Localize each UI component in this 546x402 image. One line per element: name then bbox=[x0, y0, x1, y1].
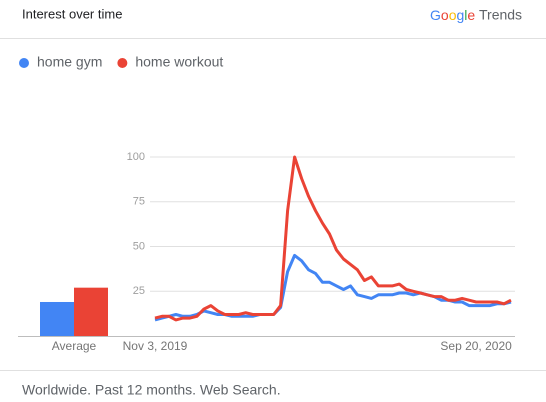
legend-swatch bbox=[117, 58, 128, 68]
y-tick-label: 25 bbox=[133, 285, 145, 297]
y-tick-label: 50 bbox=[133, 240, 145, 252]
average-bar bbox=[74, 287, 108, 336]
footer: Worldwide. Past 12 months. Web Search. bbox=[22, 382, 281, 398]
legend-label: home workout bbox=[135, 54, 223, 70]
widget-title: Interest over time bbox=[22, 6, 122, 21]
series-line bbox=[154, 155, 512, 322]
logo-brand: Google bbox=[430, 7, 475, 23]
average-bar bbox=[40, 301, 74, 336]
average-label: Average bbox=[52, 339, 97, 353]
logo-product: Trends bbox=[479, 7, 522, 23]
legend-swatch bbox=[19, 58, 29, 68]
x-tick-label: Sep 20, 2020 bbox=[440, 339, 512, 353]
legend-label: home gym bbox=[37, 54, 102, 70]
series-line bbox=[154, 253, 512, 322]
y-tick-label: 75 bbox=[133, 196, 145, 208]
x-tick-label: Nov 3, 2019 bbox=[123, 339, 188, 353]
y-tick-label: 100 bbox=[127, 151, 145, 163]
